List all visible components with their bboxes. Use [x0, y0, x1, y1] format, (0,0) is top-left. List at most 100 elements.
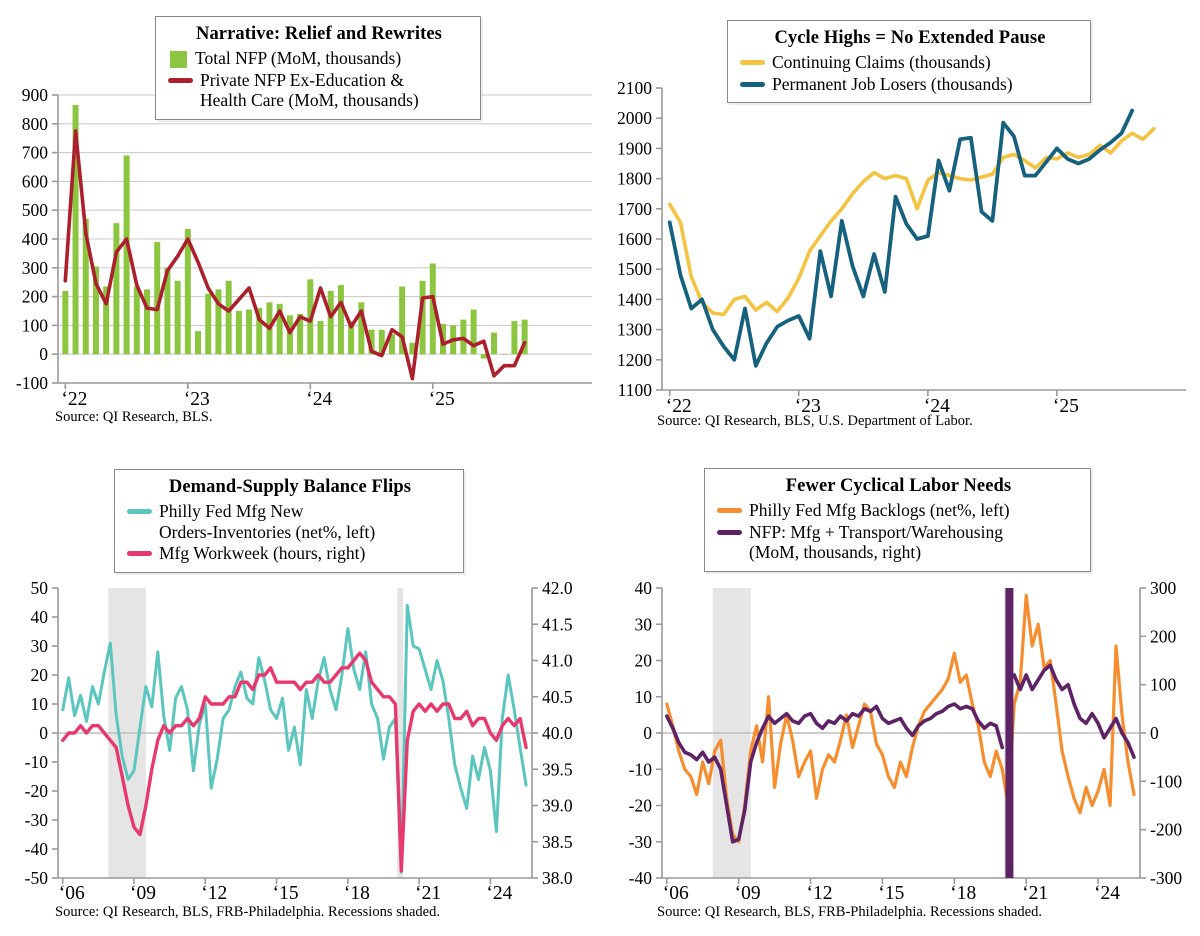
bar — [225, 280, 232, 355]
backlogs-line-swatch-icon — [717, 508, 742, 513]
y-tick-label: 1100 — [618, 380, 653, 400]
y-tick-label: 20 — [635, 651, 653, 671]
legend-label: Philly Fed Mfg New — [159, 501, 304, 521]
series-line-group — [63, 129, 527, 381]
legend-item-new-orders-inventories: Philly Fed Mfg New Orders-Inventories (n… — [127, 501, 453, 542]
legend-label-line2: Health Care (MoM, thousands) — [200, 90, 419, 111]
nfp-bar-chart: 900 800 700 600 500 400 300 200 100 0 -100 ‘22 ‘23 ‘2… — [16, 85, 592, 410]
legend-label: Private NFP Ex-Education & — [200, 69, 404, 90]
y-tick-label: -40 — [629, 868, 653, 888]
y-tick-label: 100 — [22, 315, 49, 335]
x-tick-label: ‘25 — [429, 389, 455, 410]
x-tick-label: ‘22 — [61, 389, 87, 410]
bar — [72, 105, 79, 355]
bar — [246, 309, 253, 355]
demand-supply-title-box: Demand-Supply Balance Flips Philly Fed M… — [114, 469, 464, 573]
private-nfp-line-swatch-icon — [168, 77, 193, 83]
series-line-group — [667, 108, 1135, 368]
legend-item-nfp-mfg-transport: NFP: Mfg + Transport/Warehousing (MoM, t… — [717, 522, 1080, 563]
y-tick-label: -40 — [25, 839, 49, 859]
y-tick-label: 1400 — [617, 289, 652, 309]
y-tick-label-right: 300 — [1150, 578, 1177, 598]
panel-nfp: 900 800 700 600 500 400 300 200 100 0 -100 ‘22 ‘23 ‘2… — [0, 0, 600, 468]
y-tick-label: 800 — [22, 114, 49, 134]
demand-supply-chart-title: Demand-Supply Balance Flips — [168, 477, 412, 497]
bar — [429, 263, 436, 355]
y-tick-label: 400 — [22, 229, 49, 249]
x-tick-label: ‘09 — [735, 883, 761, 904]
legend-item-continuing-claims: Continuing Claims (thousands) — [740, 52, 1080, 73]
y-tick-label-right: 100 — [1150, 675, 1177, 695]
labor-needs-line-chart: 403020100-10-20-30-403002001000-100-200-… — [629, 578, 1183, 904]
series-line — [665, 702, 1005, 844]
panel-labor-needs: 40 30 20 10 0 -10 -20 -30 -40 300 200 100 0 -100 -200-… — [600, 468, 1200, 936]
y-tick-label: 1900 — [617, 138, 652, 158]
x-tick-label: ‘06 — [59, 883, 85, 904]
x-tick-label: ‘24 — [486, 883, 512, 904]
y-tick-label: 20 — [31, 665, 49, 685]
x-tick-label: ‘23 — [184, 389, 210, 410]
y-tick-label: 1800 — [617, 169, 652, 189]
bar — [256, 308, 263, 355]
offscale-spike-bar — [1005, 588, 1014, 878]
y-tick-label: -10 — [25, 752, 49, 772]
x-tick-label: ‘21 — [1022, 883, 1048, 904]
x-tick-label: ‘12 — [201, 883, 227, 904]
bar — [174, 280, 181, 355]
y-tick-label: -100 — [16, 373, 48, 393]
total-nfp-swatch-icon — [170, 51, 187, 68]
y-tick-label: 500 — [22, 200, 49, 220]
y-tick-label: 300 — [22, 258, 49, 278]
demand-supply-line-chart: 50 40 30 20 10 0 -10 -20 -30 -40 -50 42.0 41.5 41.0 40… — [25, 578, 573, 904]
legend-label-line2: Orders-Inventories (net%, left) — [159, 521, 376, 542]
x-tick-label: ‘21 — [415, 883, 441, 904]
nfp-chart-title: Narrative: Relief and Rewrites — [196, 24, 442, 44]
panel-demand-supply: 50 40 30 20 10 0 -10 -20 -30 -40 -50 42.0 41.5 41.0 40… — [0, 468, 600, 936]
bar — [205, 293, 212, 355]
labor-needs-chart-title: Fewer Cyclical Labor Needs — [785, 476, 1012, 496]
legend-label-line2: (MoM, thousands, right) — [749, 542, 922, 563]
y-tick-label: -20 — [629, 796, 653, 816]
bar — [164, 267, 171, 355]
nfp-mfg-transport-line-swatch-icon — [717, 529, 742, 535]
y-tick-label-right: 38.5 — [542, 832, 573, 852]
legend-label: Continuing Claims (thousands) — [772, 52, 991, 72]
series-line — [61, 603, 528, 874]
bar — [133, 286, 140, 355]
bar — [123, 155, 130, 355]
bar — [501, 354, 508, 355]
claims-source-note: Source: QI Research, BLS, U.S. Departmen… — [657, 413, 973, 429]
bar — [184, 228, 191, 355]
bar — [327, 290, 334, 355]
y-tick-label-right: 40.5 — [542, 687, 573, 707]
x-tick-label: ‘15 — [273, 883, 299, 904]
y-tick-label-right: -300 — [1150, 868, 1182, 888]
demand-supply-source-note: Source: QI Research, BLS, FRB-Philadelph… — [55, 904, 440, 920]
series-line-group — [665, 588, 1136, 878]
y-tick-label-right: -100 — [1150, 771, 1182, 791]
y-tick-label: 0 — [643, 723, 652, 743]
y-tick-label: 40 — [635, 578, 653, 598]
y-tick-label: 1600 — [617, 229, 652, 249]
y-tick-label: -30 — [25, 810, 49, 830]
bar — [378, 329, 385, 355]
bar — [276, 303, 283, 355]
y-tick-label: 600 — [22, 171, 49, 191]
legend-item-backlogs: Philly Fed Mfg Backlogs (net%, left) — [717, 500, 1080, 521]
legend-item-total-nfp: Total NFP (MoM, thousands) — [168, 48, 470, 69]
x-tick-label: ‘09 — [130, 883, 156, 904]
y-tick-label: 30 — [635, 614, 653, 634]
bar — [154, 241, 161, 355]
y-tick-label-right: 38.0 — [542, 868, 573, 888]
x-tick-label: ‘23 — [795, 396, 821, 417]
y-tick-label: 0 — [39, 344, 48, 364]
y-tick-label-right: 41.5 — [542, 614, 573, 634]
y-tick-label: 1300 — [617, 320, 652, 340]
series-line-group — [61, 603, 528, 874]
bar — [388, 334, 395, 355]
y-tick-label: -30 — [629, 832, 653, 852]
x-tick-label: ‘18 — [950, 883, 976, 904]
legend-label: Philly Fed Mfg Backlogs (net%, left) — [749, 500, 1010, 520]
series-line — [63, 129, 527, 381]
nfp-title-box: Narrative: Relief and Rewrites Total NFP… — [155, 16, 481, 120]
